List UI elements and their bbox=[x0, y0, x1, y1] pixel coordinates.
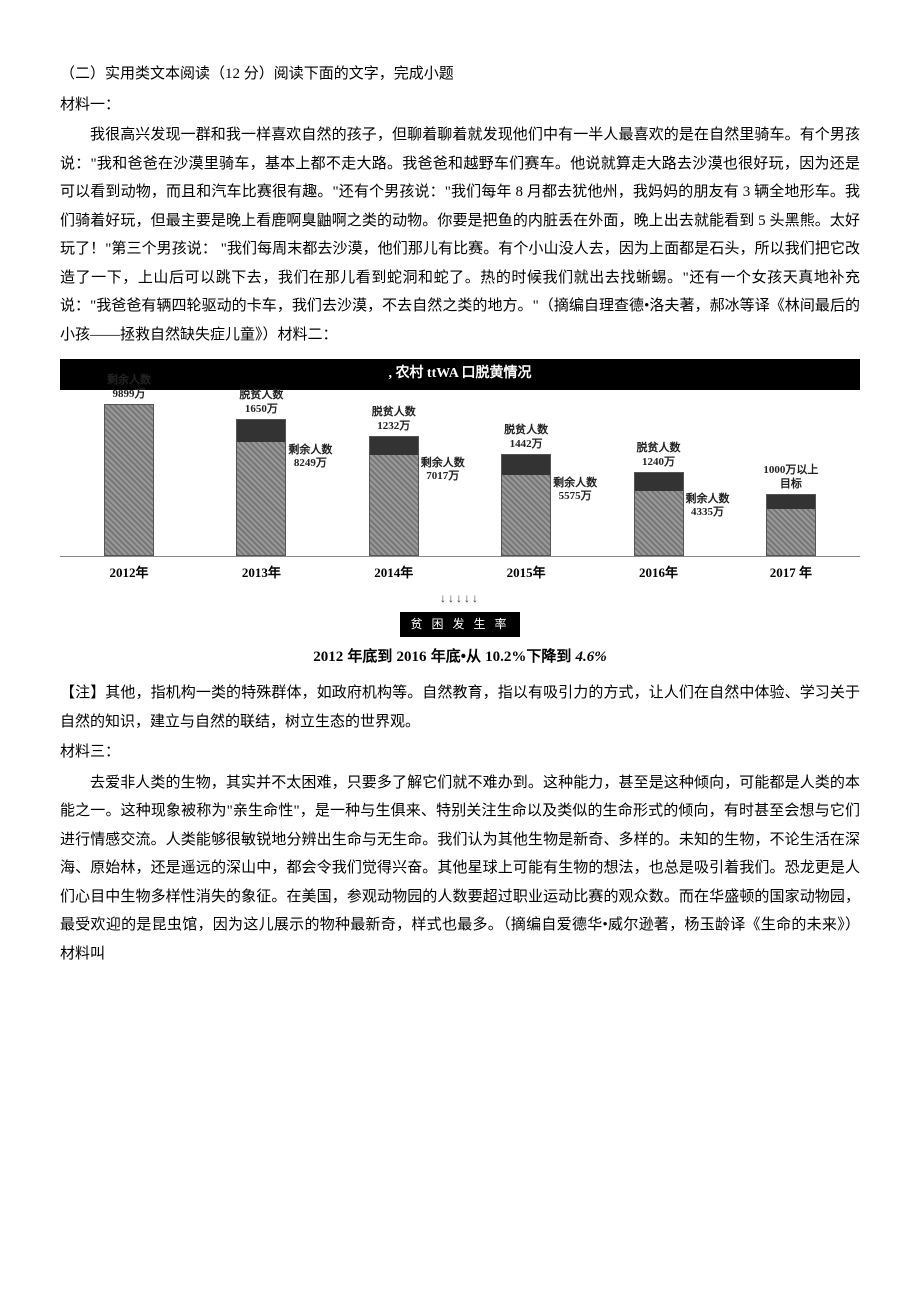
poverty-rate-label: 贫 困 发 生 率 bbox=[400, 612, 519, 637]
bar-top-label: 1000万以上目标 bbox=[763, 464, 818, 492]
bar-top-segment bbox=[767, 495, 815, 509]
caption-pct2: 4.6% bbox=[576, 649, 607, 665]
section-heading: （二）实用类文本阅读（12 分）阅读下面的文字，完成小题 bbox=[60, 60, 860, 89]
bar-rect: 剩余人数7017万 bbox=[369, 436, 419, 556]
chart-bottom: ↓↓↓↓↓ 贫 困 发 生 率 bbox=[60, 587, 860, 638]
bar-rect bbox=[766, 494, 816, 556]
chart-title-prefix: , bbox=[388, 366, 392, 381]
bar-top-label: 脱贫人数1240万 bbox=[637, 442, 681, 470]
poverty-chart: , 农村 ttWA 口脱黄情况 剩余人数9899万脱贫人数1650万剩余人数82… bbox=[60, 359, 860, 671]
caption-year2: 2016 bbox=[397, 649, 427, 665]
bar-side-label: 剩余人数5575万 bbox=[553, 477, 597, 503]
chart-bar: 脱贫人数1650万剩余人数8249万 bbox=[198, 389, 324, 556]
bar-year-label: 2015年 bbox=[463, 561, 589, 586]
bar-top-segment bbox=[635, 473, 683, 491]
bar-top-label: 脱贫人数1442万 bbox=[504, 424, 548, 452]
caption-mid2: 年底•从 bbox=[427, 648, 486, 665]
bar-top-label: 脱贫人数1232万 bbox=[372, 406, 416, 434]
chart-body: 剩余人数9899万脱贫人数1650万剩余人数8249万脱贫人数1232万剩余人数… bbox=[60, 390, 860, 557]
bar-year-label: 2016年 bbox=[596, 561, 722, 586]
material3-label: 材料三： bbox=[60, 738, 860, 767]
chart-bar: 1000万以上目标 bbox=[728, 464, 854, 556]
caption-pct1: 10.2% bbox=[485, 649, 526, 665]
bar-top-label: 剩余人数9899万 bbox=[107, 374, 151, 402]
bar-year-label: 2012年 bbox=[66, 561, 192, 586]
chart-bar: 脱贫人数1232万剩余人数7017万 bbox=[331, 406, 457, 556]
chart-bar: 脱贫人数1442万剩余人数5575万 bbox=[463, 424, 589, 556]
bar-side-label: 剩余人数7017万 bbox=[421, 457, 465, 483]
bar-top-label: 脱贫人数1650万 bbox=[239, 389, 283, 417]
bar-side-label: 剩余人数8249万 bbox=[288, 444, 332, 470]
bar-rect: 剩余人数4335万 bbox=[634, 472, 684, 556]
bar-rect bbox=[104, 404, 154, 556]
chart-bar: 剩余人数9899万 bbox=[66, 374, 192, 556]
material3-text: 去爱非人类的生物，其实并不太困难，只要多了解它们就不难办到。这种能力，甚至是这种… bbox=[60, 769, 860, 969]
bar-year-label: 2017 年 bbox=[728, 561, 854, 586]
caption-year1: 2012 bbox=[313, 649, 343, 665]
bar-rect: 剩余人数8249万 bbox=[236, 419, 286, 556]
bar-year-label: 2014年 bbox=[331, 561, 457, 586]
bar-top-segment bbox=[502, 455, 550, 475]
chart-title: 农村 ttWA 口脱黄情况 bbox=[395, 366, 531, 381]
chart-bar: 脱贫人数1240万剩余人数4335万 bbox=[596, 442, 722, 556]
chart-year-row: 2012年2013年 2014年2015年 2016年2017 年 bbox=[60, 557, 860, 586]
material1-text: 我很高兴发现一群和我一样喜欢自然的孩子，但聊着聊着就发现他们中有一半人最喜欢的是… bbox=[60, 121, 860, 349]
material1-label: 材料一： bbox=[60, 91, 860, 120]
bar-top-segment bbox=[370, 437, 418, 455]
bar-year-label: 2013年 bbox=[198, 561, 324, 586]
caption-mid1: 年底到 bbox=[343, 648, 396, 665]
caption-mid3: 下降到 bbox=[526, 648, 575, 665]
chart-arrows: ↓↓↓↓↓ bbox=[60, 587, 860, 610]
bar-top-segment bbox=[237, 420, 285, 442]
chart-caption: 2012 年底到 2016 年底•从 10.2%下降到 4.6% bbox=[60, 643, 860, 672]
bar-side-label: 剩余人数4335万 bbox=[686, 493, 730, 519]
chart-note: 【注】其他，指机构一类的特殊群体，如政府机构等。自然教育，指以有吸引力的方式，让… bbox=[60, 679, 860, 736]
bar-rect: 剩余人数5575万 bbox=[501, 454, 551, 556]
